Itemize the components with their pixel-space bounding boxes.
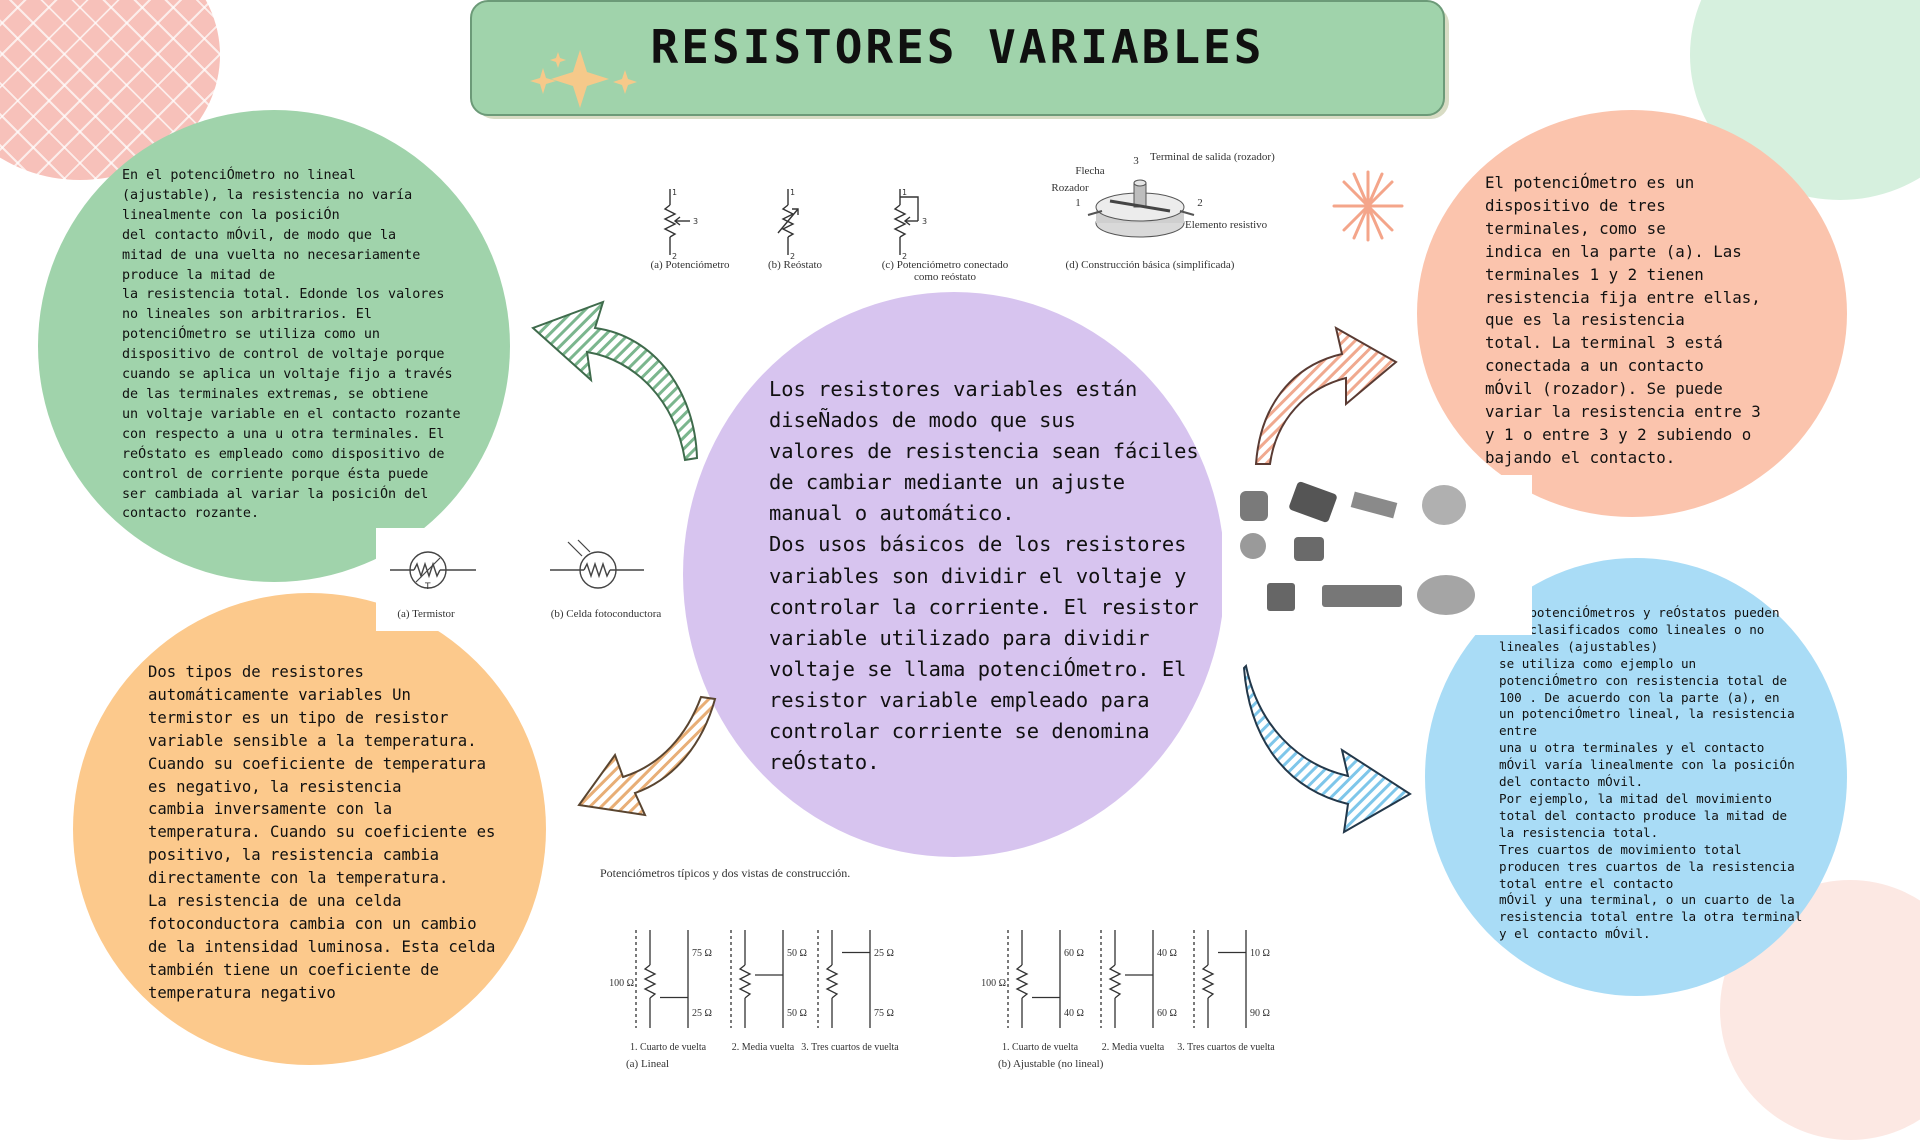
circuit-caption: 1. Cuarto de vuelta: [1002, 1042, 1079, 1053]
circuit-total-label: 100 Ω: [610, 978, 634, 989]
resistive-element-label: Elemento resistivo: [1185, 219, 1268, 231]
rheo-node-2: 2: [790, 252, 795, 261]
pot-as-rheostat-symbol: 1 3 2: [893, 188, 927, 261]
title-banner: [470, 0, 1445, 116]
pot-photo-3: [1350, 491, 1398, 519]
caption-d: (d) Construcción básica (simplificada): [1065, 259, 1235, 271]
pot-photo-7: [1267, 583, 1295, 611]
potrh-node-1: 1: [902, 188, 907, 197]
circuit-caption: 3. Tres cuartos de vuelta: [1177, 1042, 1275, 1053]
thermistor-symbol: T: [390, 551, 476, 592]
circuit-2: 50 Ω 50 Ω 2. Media vuelta: [730, 930, 807, 1053]
auto-resistors-text: Dos tipos de resistores automáticamente …: [148, 663, 496, 1002]
pot-construction-drawing: [1087, 179, 1195, 238]
circuit-caption: 2. Media vuelta: [732, 1042, 795, 1053]
group-a-label: (a) Lineal: [626, 1058, 670, 1070]
node-1-label: 1: [1075, 197, 1081, 209]
circuit-top-label: 60 Ω: [1064, 948, 1084, 959]
node-2-label: 2: [1197, 197, 1203, 209]
wiper-label: Rozador: [1051, 182, 1089, 194]
circuit-top-label: 40 Ω: [1157, 948, 1177, 959]
circuit-bottom-label: 90 Ω: [1250, 1008, 1270, 1019]
green-circle: [38, 110, 510, 582]
circuit-top-label: 25 Ω: [874, 948, 894, 959]
pot-photo-5: [1240, 533, 1266, 559]
thermistor-caption: (a) Termistor: [397, 608, 455, 620]
pot-classification-text: Los potenciÓmetros y reÓstatos pueden se…: [1499, 605, 1803, 942]
arrow-salmon-icon: [1254, 326, 1398, 465]
pot-photo-6: [1294, 537, 1324, 561]
orange-circle: [73, 593, 546, 1065]
circuit-bottom-label: 50 Ω: [787, 1008, 807, 1019]
pot-photo-8: [1322, 585, 1402, 607]
pot-node-1: 1: [672, 188, 677, 197]
nonlinear-pot-text: En el potenciÓmetro no lineal (ajustable…: [122, 168, 461, 522]
starburst-icon: [1332, 170, 1404, 242]
circuit-bottom-label: 25 Ω: [692, 1008, 712, 1019]
pot-node-3: 3: [693, 217, 698, 226]
pot-photo-4: [1422, 485, 1466, 525]
rheo-node-1: 1: [790, 188, 795, 197]
auto-resistors-figure: T (a) Termistor (b) Celda fotoconductora: [376, 528, 676, 631]
circuit-bottom-label: 40 Ω: [1064, 1008, 1084, 1019]
potrh-node-3: 3: [922, 217, 927, 226]
group-b-label: (b) Ajustable (no lineal): [998, 1058, 1104, 1070]
photocell-symbol: [550, 539, 644, 589]
circuit-5: 40 Ω 60 Ω 2. Media vuelta: [1100, 930, 1177, 1053]
circuit-top-label: 50 Ω: [787, 948, 807, 959]
circuit-caption: 3. Tres cuartos de vuelta: [801, 1042, 899, 1053]
page-title: RESISTORES VARIABLES: [650, 20, 1265, 74]
caption-b: (b) Reóstato: [767, 259, 823, 271]
purple-circle: [683, 292, 1225, 857]
potrh-node-2: 2: [902, 252, 907, 261]
pot-photo-1: [1240, 491, 1268, 521]
circuit-4: 100 Ω 60 Ω 40 Ω 1. Cuarto de vuelta: [981, 930, 1084, 1053]
arrow-green-icon: [531, 300, 699, 462]
circuit-total-label: 100 Ω: [981, 978, 1006, 989]
node-3-label: 3: [1133, 155, 1139, 167]
circuit-3: 25 Ω 75 Ω 3. Tres cuartos de vuelta: [801, 930, 899, 1053]
bottom-figure-caption: Potenciómetros típicos y dos vistas de c…: [600, 866, 851, 880]
circuit-caption: 2. Media vuelta: [1102, 1042, 1165, 1053]
rheostat-symbol: 1 2: [777, 188, 799, 261]
pink-grid-blob: [0, 0, 220, 180]
circuit-top-label: 75 Ω: [692, 948, 712, 959]
circuit-top-label: 10 Ω: [1250, 948, 1270, 959]
arrow-blue-icon: [1242, 663, 1412, 834]
symbols-figure: 1 3 2 1 2 1 3 2 Rozador Flecha 3 1 2 Ter…: [640, 145, 1280, 290]
circuit-bottom-label: 75 Ω: [874, 1008, 894, 1019]
caption-c: (c) Potenciómetro conectado como reóstat…: [881, 259, 1009, 283]
circuit-caption: 1. Cuarto de vuelta: [630, 1042, 707, 1053]
arrow-orange-icon: [577, 695, 717, 817]
sparkle-icon: [530, 50, 637, 108]
pot-node-2: 2: [672, 252, 677, 261]
caption-a: (a) Potenciómetro: [650, 259, 730, 271]
pot-photo-2: [1288, 480, 1338, 524]
photocell-caption: (b) Celda fotoconductora: [550, 608, 662, 620]
potentiometer-symbol: 1 3 2: [663, 188, 698, 261]
intro-text: Los resistores variables están diseÑados…: [769, 377, 1199, 775]
potentiometer-photos: [1222, 475, 1532, 635]
pot-terminals-text: El potenciÓmetro es un dispositivo de tr…: [1485, 173, 1761, 467]
salmon-circle: [1417, 110, 1847, 517]
circuit-1: 100 Ω 75 Ω 25 Ω 1. Cuarto de vuelta: [610, 930, 712, 1053]
output-terminal-label: Terminal de salida (rozador): [1150, 151, 1275, 163]
circuit-bottom-label: 60 Ω: [1157, 1008, 1177, 1019]
thermistor-t-label: T: [424, 582, 431, 592]
circuit-6: 10 Ω 90 Ω 3. Tres cuartos de vuelta: [1177, 930, 1275, 1053]
pot-photo-9: [1417, 575, 1475, 615]
arrow-label: Flecha: [1075, 165, 1105, 177]
